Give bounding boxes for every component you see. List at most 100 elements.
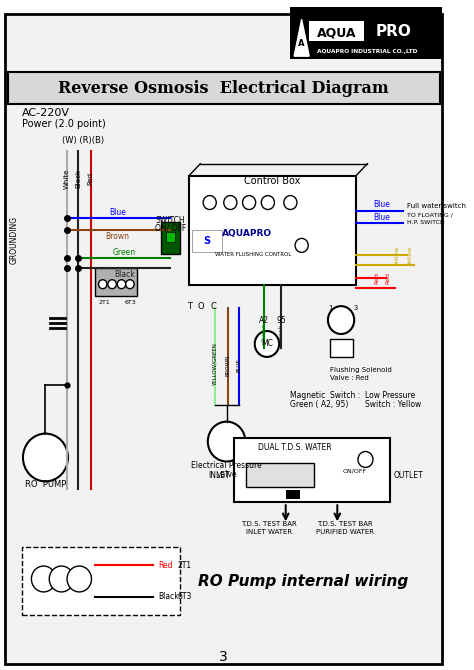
Text: Green ( A2, 95): Green ( A2, 95) — [291, 400, 349, 409]
Text: 1         3: 1 3 — [329, 305, 358, 311]
Text: Blue: Blue — [109, 208, 126, 217]
Text: AQUA: AQUA — [317, 27, 356, 40]
Bar — [286, 490, 300, 499]
Bar — [165, 232, 175, 243]
Text: MC: MC — [261, 340, 273, 348]
Circle shape — [117, 280, 126, 289]
Text: AQUAPRO: AQUAPRO — [222, 229, 272, 238]
Text: Low Pressure: Low Pressure — [365, 391, 416, 400]
Text: BROWN: BROWN — [225, 354, 230, 375]
Text: 6T3: 6T3 — [178, 592, 192, 602]
Text: 2T1: 2T1 — [178, 561, 192, 570]
Text: Brown: Brown — [106, 232, 130, 241]
Circle shape — [224, 196, 237, 210]
Circle shape — [295, 239, 308, 253]
Text: PRO: PRO — [376, 23, 411, 39]
Text: GROUNDING: GROUNDING — [10, 216, 19, 265]
Text: PURIFIED WATER: PURIFIED WATER — [316, 529, 374, 535]
Text: Reverse Osmosis  Electrical Diagram: Reverse Osmosis Electrical Diagram — [58, 80, 389, 96]
Text: Valve : Red: Valve : Red — [330, 375, 369, 381]
Text: valve: valve — [216, 470, 237, 479]
Text: Switch : Yellow: Switch : Yellow — [365, 400, 422, 409]
Text: Red: Red — [88, 172, 93, 185]
Text: Yellow: Yellow — [395, 246, 400, 265]
Text: RO Pump internal wiring: RO Pump internal wiring — [199, 574, 409, 590]
Text: 2T1: 2T1 — [98, 299, 110, 305]
Bar — [95, 268, 137, 296]
Text: Black: Black — [114, 270, 135, 279]
Bar — [161, 222, 180, 255]
Text: Full water switch: Full water switch — [407, 202, 466, 208]
Text: DUAL T.D.S. WATER: DUAL T.D.S. WATER — [258, 443, 332, 452]
Text: Red: Red — [374, 272, 379, 284]
Text: Blue: Blue — [373, 213, 390, 222]
Text: H.P. SWITCH: H.P. SWITCH — [407, 220, 445, 225]
Text: INLET: INLET — [208, 471, 230, 480]
Text: Black: Black — [158, 592, 179, 602]
Circle shape — [328, 306, 354, 334]
Text: BLUE: BLUE — [236, 358, 241, 372]
Bar — [330, 339, 353, 357]
Text: Black: Black — [279, 324, 283, 340]
Circle shape — [31, 566, 56, 592]
Text: T: T — [187, 302, 191, 311]
Circle shape — [243, 196, 255, 210]
Text: T.D.S. TEST BAR: T.D.S. TEST BAR — [241, 521, 297, 527]
Bar — [246, 464, 314, 487]
Circle shape — [99, 280, 107, 289]
Circle shape — [261, 196, 274, 210]
Text: OUTLET: OUTLET — [394, 471, 423, 480]
Text: (W) (R)(B): (W) (R)(B) — [63, 136, 104, 145]
Text: Black: Black — [75, 169, 82, 188]
Text: Magnetic  Switch :: Magnetic Switch : — [291, 391, 361, 400]
Circle shape — [108, 280, 116, 289]
Text: TO FLOATING /: TO FLOATING / — [407, 213, 453, 218]
Circle shape — [358, 452, 373, 468]
Text: Red: Red — [385, 272, 391, 284]
Text: Green: Green — [262, 322, 266, 342]
Circle shape — [67, 566, 91, 592]
Text: T.D.S. TEST BAR: T.D.S. TEST BAR — [317, 521, 373, 527]
Text: Power (2.0 point): Power (2.0 point) — [22, 119, 106, 129]
Text: INLET WATER: INLET WATER — [246, 529, 292, 535]
Text: A: A — [299, 39, 305, 48]
Circle shape — [126, 280, 134, 289]
Text: ON/ OFF: ON/ OFF — [155, 224, 186, 233]
Circle shape — [208, 421, 246, 462]
Text: Blue: Blue — [373, 200, 390, 209]
Text: Flushing Solenoid: Flushing Solenoid — [330, 367, 392, 373]
Bar — [189, 176, 356, 285]
Bar — [22, 547, 180, 615]
Text: 3: 3 — [219, 650, 228, 664]
Text: S: S — [203, 237, 210, 247]
Text: Control Box: Control Box — [245, 176, 301, 186]
Bar — [291, 7, 442, 59]
Bar — [234, 438, 390, 502]
Text: Yellow: Yellow — [408, 246, 413, 265]
Polygon shape — [294, 19, 309, 56]
Text: AQUAPRO INDUSTRIAL CO.,LTD: AQUAPRO INDUSTRIAL CO.,LTD — [317, 49, 418, 54]
Bar — [309, 21, 364, 42]
Text: Electrical Pressure: Electrical Pressure — [191, 461, 262, 470]
Text: RO  PUMP: RO PUMP — [25, 480, 66, 489]
Text: White: White — [64, 168, 70, 189]
Text: YELLOW/GREEN: YELLOW/GREEN — [213, 344, 218, 387]
Text: C: C — [210, 302, 217, 311]
Circle shape — [23, 433, 68, 481]
Text: WATER FLUSHING CONTROL: WATER FLUSHING CONTROL — [215, 252, 291, 257]
Circle shape — [49, 566, 73, 592]
Text: SWITCH: SWITCH — [155, 216, 185, 225]
Text: 6T3: 6T3 — [124, 299, 136, 305]
Circle shape — [255, 331, 279, 357]
Text: Green: Green — [113, 248, 136, 257]
Text: AC-220V: AC-220V — [22, 108, 70, 118]
Text: 95: 95 — [276, 316, 286, 324]
Bar — [192, 230, 222, 253]
Bar — [8, 72, 439, 104]
Circle shape — [284, 196, 297, 210]
Text: Red: Red — [158, 561, 173, 570]
Text: A2: A2 — [259, 316, 269, 324]
Circle shape — [203, 196, 216, 210]
Text: ON/OFF: ON/OFF — [342, 469, 366, 474]
Text: O: O — [198, 302, 205, 311]
